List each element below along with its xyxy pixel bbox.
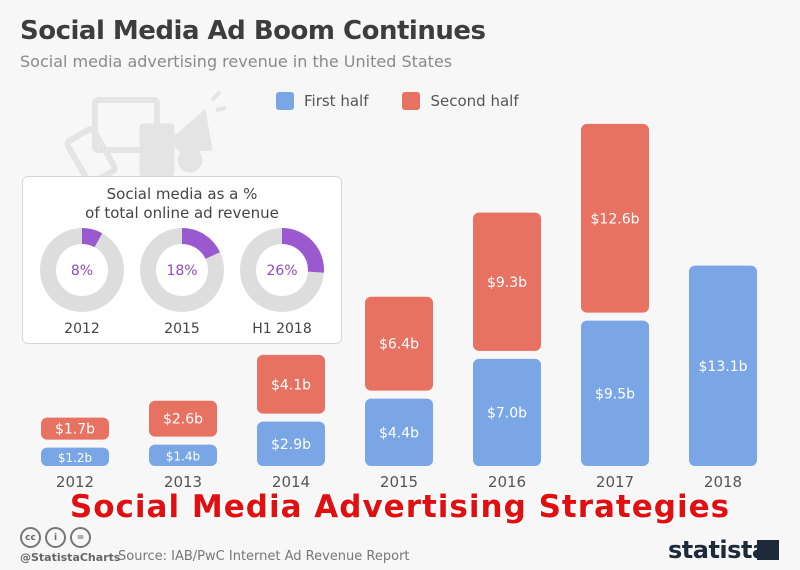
no-derivatives-icon: = [70,527,91,548]
legend-swatch-second-half [402,92,421,110]
bar-value-label: $1.2b [58,451,92,465]
legend-swatch-first-half [276,92,294,110]
bar-second-half-2015 [365,296,433,391]
donut-slice-2012 [82,228,103,248]
donut-year-label: H1 2018 [252,321,312,337]
bar-second-half-2014 [257,354,325,414]
bar-value-label: $2.9b [271,437,311,453]
donut-percent-label: 26% [266,263,297,279]
x-tick-label: 2012 [56,473,94,491]
bar-value-label: $6.4b [379,337,419,353]
legend-label: Second half [430,92,519,110]
bar-first-half-2016 [473,358,541,466]
x-tick-label: 2018 [704,473,742,491]
bar-value-label: $1.4b [166,449,200,463]
bar-value-label: $2.6b [163,412,203,428]
bar-second-half-2017 [581,123,649,313]
chart-title: Social Media Ad Boom Continues [20,16,486,46]
inset-title: Social media as a % of total online ad r… [23,185,341,223]
bar-value-label: $12.6b [591,211,640,227]
donut-year-label: 2015 [164,321,200,337]
bar-first-half-2015 [365,398,433,466]
x-tick-label: 2014 [272,473,310,491]
bar-second-half-2013 [149,400,217,437]
bar-value-label: $9.5b [595,386,635,402]
source-note: Source: IAB/PwC Internet Ad Revenue Repo… [118,549,410,564]
donut-center [59,247,105,293]
donut-slice-H1-2018 [282,228,324,273]
x-tick-label: 2017 [596,473,634,491]
statista-logo-icon [757,540,779,560]
bar-first-half-2013 [149,444,217,466]
donut-percent-label: 8% [71,263,93,279]
bar-value-label: $4.1b [271,377,311,393]
bar-value-label: $13.1b [699,359,748,375]
bar-first-half-2018 [689,265,757,466]
donut-year-label: 2012 [64,321,100,337]
share-inset-box: Social media as a % of total online ad r… [22,176,342,344]
bar-first-half-2017 [581,320,649,466]
bar-first-half-2012 [41,447,109,466]
cc-icon: cc [20,527,41,548]
bar-first-half-2014 [257,421,325,466]
legend-item-second-half: Second half [402,92,519,110]
donut-percent-label: 18% [166,263,197,279]
legend-item-first-half: First half [276,92,368,110]
donut-slice-2015 [182,228,221,259]
x-tick-label: 2016 [488,473,526,491]
statista-logo: statista [668,536,768,564]
inset-title-line2: of total online ad revenue [85,204,279,222]
inset-title-line1: Social media as a % [106,185,258,203]
bar-value-label: $4.4b [379,425,419,441]
donut-center [159,247,205,293]
legend-label: First half [304,92,369,110]
chart-subtitle: Social media advertising revenue in the … [20,52,453,71]
bar-value-label: $9.3b [487,275,527,291]
bar-value-label: $7.0b [487,405,527,421]
bar-second-half-2016 [473,212,541,351]
legend: First half Second half [276,92,519,110]
donut-charts: 8% 2012 18% 2015 26% H1 2018 [40,228,324,337]
donut-center [259,247,305,293]
overlay-caption: Social Media Advertising Strategies [69,489,731,525]
bar-value-label: $1.7b [55,422,95,438]
bar-second-half-2012 [41,417,109,440]
license-icons: cc i = [20,527,91,548]
statista-handle: @StatistaCharts [20,551,121,564]
x-tick-label: 2015 [380,473,418,491]
attribution-icon: i [45,527,66,548]
x-tick-label: 2013 [164,473,202,491]
